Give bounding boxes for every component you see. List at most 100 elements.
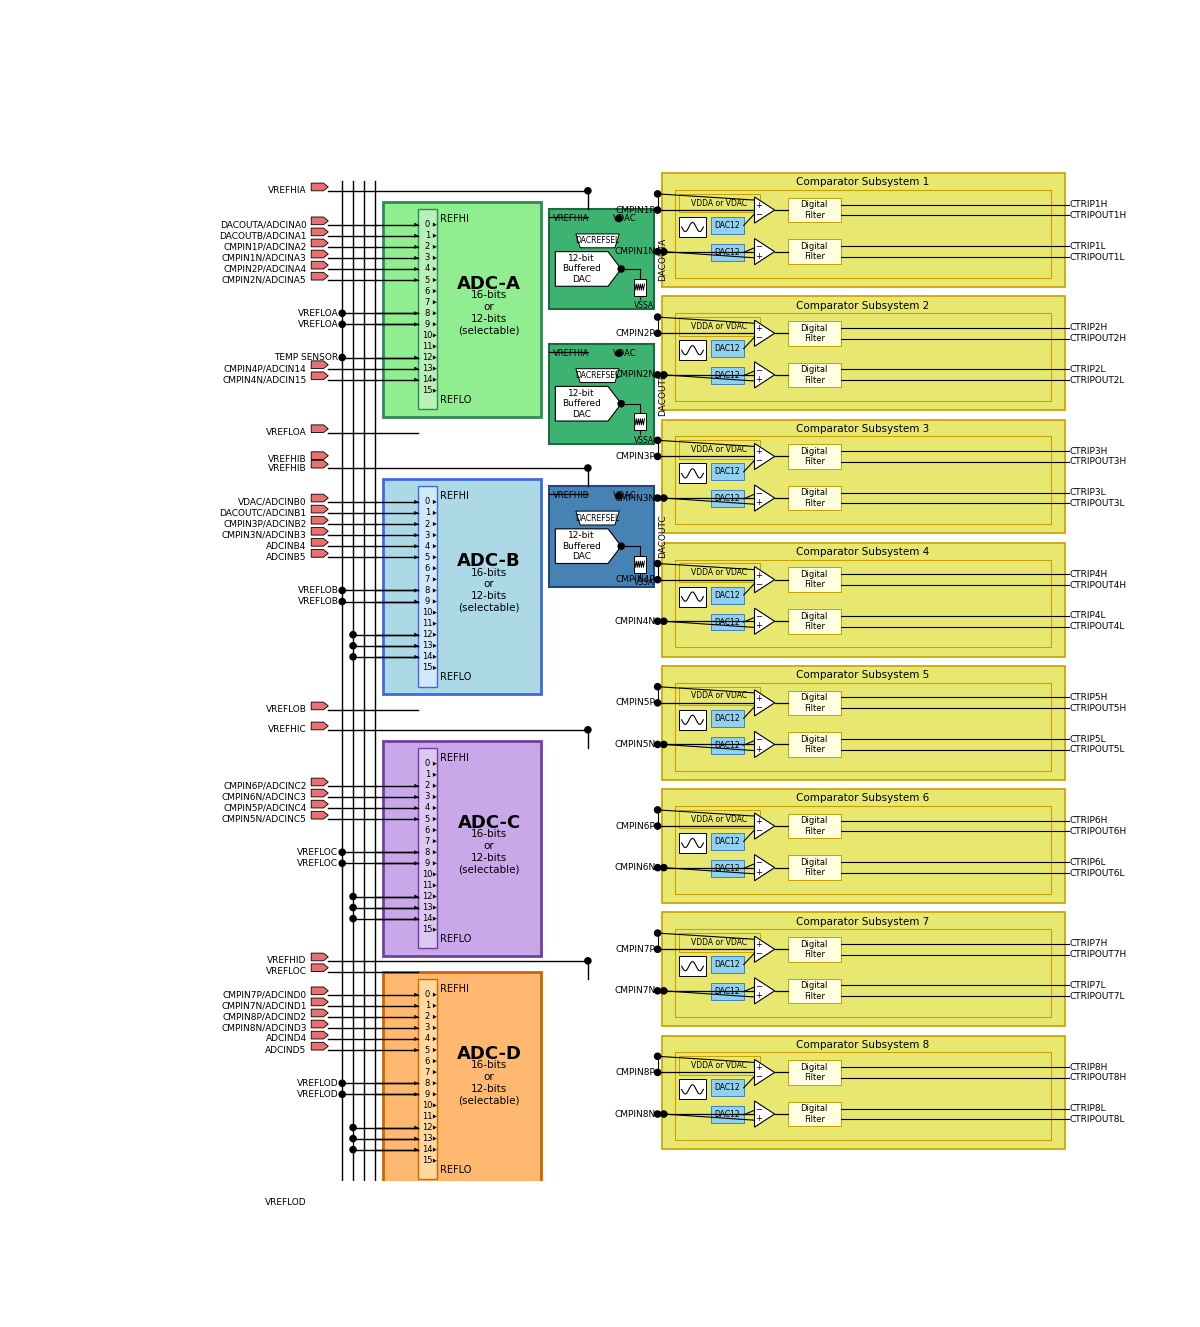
Polygon shape xyxy=(433,1082,437,1085)
Polygon shape xyxy=(311,228,329,236)
Text: 4: 4 xyxy=(425,803,430,812)
Text: DAC12: DAC12 xyxy=(714,467,740,476)
Polygon shape xyxy=(433,1158,437,1162)
Bar xyxy=(383,740,541,957)
Polygon shape xyxy=(433,772,437,776)
Circle shape xyxy=(616,215,622,222)
Text: CTRIPOUT7H: CTRIPOUT7H xyxy=(1070,950,1127,959)
Text: CMPIN3P/ADCINB2: CMPIN3P/ADCINB2 xyxy=(223,520,306,528)
Polygon shape xyxy=(433,905,437,910)
Bar xyxy=(634,279,646,296)
Polygon shape xyxy=(311,953,329,961)
Polygon shape xyxy=(414,544,418,548)
Text: VDDA or VDAC: VDDA or VDAC xyxy=(691,691,748,701)
Polygon shape xyxy=(414,366,418,370)
Text: Digital
Filter: Digital Filter xyxy=(800,1063,828,1082)
Polygon shape xyxy=(433,389,437,393)
Polygon shape xyxy=(414,633,418,637)
Text: CMPIN2N/ADCINA5: CMPIN2N/ADCINA5 xyxy=(222,276,306,284)
Text: Digital
Filter: Digital Filter xyxy=(800,693,828,713)
Polygon shape xyxy=(414,784,418,788)
Circle shape xyxy=(654,191,661,196)
Polygon shape xyxy=(556,252,622,287)
Text: Comparator Subsystem 7: Comparator Subsystem 7 xyxy=(797,917,930,926)
Text: 0: 0 xyxy=(425,498,430,507)
Bar xyxy=(550,487,654,587)
Polygon shape xyxy=(433,366,437,370)
Text: CTRIPOUT6L: CTRIPOUT6L xyxy=(1070,869,1126,877)
Polygon shape xyxy=(433,600,437,604)
Text: DAC12: DAC12 xyxy=(714,714,740,723)
Bar xyxy=(661,1035,1064,1149)
Text: Digital
Filter: Digital Filter xyxy=(800,940,828,959)
Text: 12: 12 xyxy=(422,353,433,362)
Text: VREFLOD: VREFLOD xyxy=(296,1089,338,1099)
Text: CTRIPOUT1L: CTRIPOUT1L xyxy=(1070,252,1126,261)
Text: +: + xyxy=(755,447,762,456)
Text: 1: 1 xyxy=(425,508,430,518)
Polygon shape xyxy=(433,644,437,648)
Text: +: + xyxy=(755,744,762,754)
Text: CTRIPOUT8L: CTRIPOUT8L xyxy=(1070,1115,1126,1124)
Polygon shape xyxy=(576,234,619,248)
Bar xyxy=(712,463,744,480)
Circle shape xyxy=(350,1147,356,1153)
Text: +: + xyxy=(755,817,762,825)
Text: +: + xyxy=(755,376,762,384)
Polygon shape xyxy=(433,1048,437,1052)
Polygon shape xyxy=(433,784,437,788)
Text: CMPIN4P: CMPIN4P xyxy=(616,575,655,584)
Bar xyxy=(676,313,1050,401)
Polygon shape xyxy=(433,1136,437,1141)
Bar xyxy=(678,587,707,606)
Polygon shape xyxy=(414,654,418,660)
Polygon shape xyxy=(433,1059,437,1063)
Polygon shape xyxy=(414,244,418,249)
Polygon shape xyxy=(433,762,437,766)
Bar xyxy=(678,441,760,459)
Circle shape xyxy=(654,1070,661,1076)
Polygon shape xyxy=(755,1101,775,1127)
Text: VREFHIA: VREFHIA xyxy=(268,186,306,195)
Polygon shape xyxy=(433,378,437,382)
Polygon shape xyxy=(433,311,437,316)
Text: −: − xyxy=(755,456,762,466)
Text: 7: 7 xyxy=(425,1068,430,1076)
Text: CTRIP6H: CTRIP6H xyxy=(1070,816,1109,825)
Circle shape xyxy=(654,330,661,336)
Text: 3: 3 xyxy=(425,253,430,263)
Text: +: + xyxy=(755,991,762,1001)
Text: CTRIP7H: CTRIP7H xyxy=(1070,940,1109,949)
Polygon shape xyxy=(755,567,775,593)
Polygon shape xyxy=(311,272,329,280)
Text: CTRIPOUT3L: CTRIPOUT3L xyxy=(1070,499,1126,508)
Text: CTRIP2H: CTRIP2H xyxy=(1070,324,1108,332)
Text: Digital
Filter: Digital Filter xyxy=(800,571,828,589)
Polygon shape xyxy=(433,1036,437,1042)
Circle shape xyxy=(661,742,667,747)
Text: −: − xyxy=(755,949,762,958)
Polygon shape xyxy=(433,1103,437,1108)
Bar xyxy=(788,813,840,839)
Bar xyxy=(634,556,646,573)
Text: VSSA: VSSA xyxy=(634,579,654,588)
Circle shape xyxy=(350,905,356,910)
Text: 11: 11 xyxy=(422,342,433,350)
Polygon shape xyxy=(414,905,418,910)
Text: −: − xyxy=(755,735,762,744)
Bar xyxy=(788,321,840,345)
Text: CTRIP5L: CTRIP5L xyxy=(1070,735,1106,743)
Text: Digital
Filter: Digital Filter xyxy=(800,488,828,508)
Text: REFHI: REFHI xyxy=(440,752,469,763)
Polygon shape xyxy=(433,500,437,504)
Text: CTRIPOUT4H: CTRIPOUT4H xyxy=(1070,580,1127,589)
Text: VREFHIA: VREFHIA xyxy=(553,349,589,358)
Polygon shape xyxy=(311,251,329,257)
Text: 1: 1 xyxy=(425,231,430,240)
Text: −: − xyxy=(755,243,762,252)
Text: 13: 13 xyxy=(422,364,433,373)
Text: ADCINB5: ADCINB5 xyxy=(266,553,306,561)
Bar xyxy=(418,210,437,410)
Polygon shape xyxy=(414,533,418,537)
Text: TEMP SENSOR: TEMP SENSOR xyxy=(275,353,338,362)
